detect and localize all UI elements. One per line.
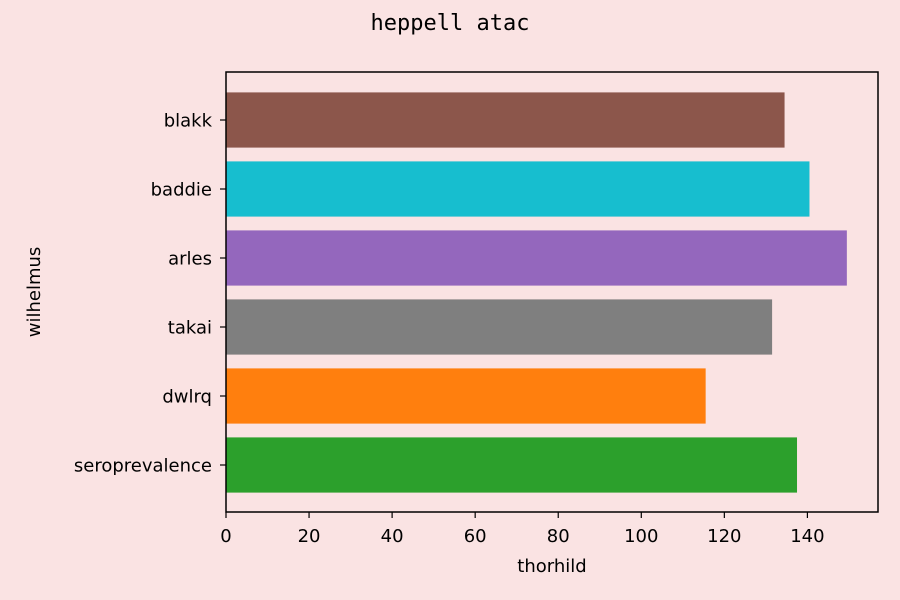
x-tick-label: 20 (298, 526, 321, 547)
y-tick-label: baddie (151, 180, 212, 201)
x-tick-label: 80 (547, 526, 570, 547)
x-tick-label: 120 (707, 526, 741, 547)
x-axis-label: thorhild (517, 556, 586, 577)
plot-frame (225, 71, 879, 513)
x-tick-label: 0 (220, 526, 231, 547)
bar-takai (226, 299, 773, 355)
x-tick-label: 140 (790, 526, 824, 547)
bar-dwlrq (226, 368, 706, 424)
y-axis-label: wilhelmus (24, 247, 45, 338)
x-axis-ticks: 0 20 40 60 80 100 120 140 (220, 512, 825, 547)
chart-title: heppell atac (371, 11, 530, 36)
y-tick-label: blakk (164, 111, 213, 132)
y-axis-ticks: seroprevalence dwlrq takai arles baddie blakk (74, 111, 226, 477)
y-tick-label: arles (168, 249, 212, 270)
bars-group (226, 92, 847, 493)
y-tick-label: seroprevalence (74, 456, 212, 477)
bar-arles (226, 230, 847, 286)
bar-seroprevalence (226, 437, 798, 493)
x-tick-label: 40 (381, 526, 404, 547)
y-tick-label: takai (168, 318, 212, 339)
bar-baddie (226, 161, 810, 217)
y-tick-label: dwlrq (162, 387, 212, 408)
x-tick-label: 60 (464, 526, 487, 547)
bar-blakk (226, 92, 785, 148)
x-tick-label: 100 (624, 526, 658, 547)
